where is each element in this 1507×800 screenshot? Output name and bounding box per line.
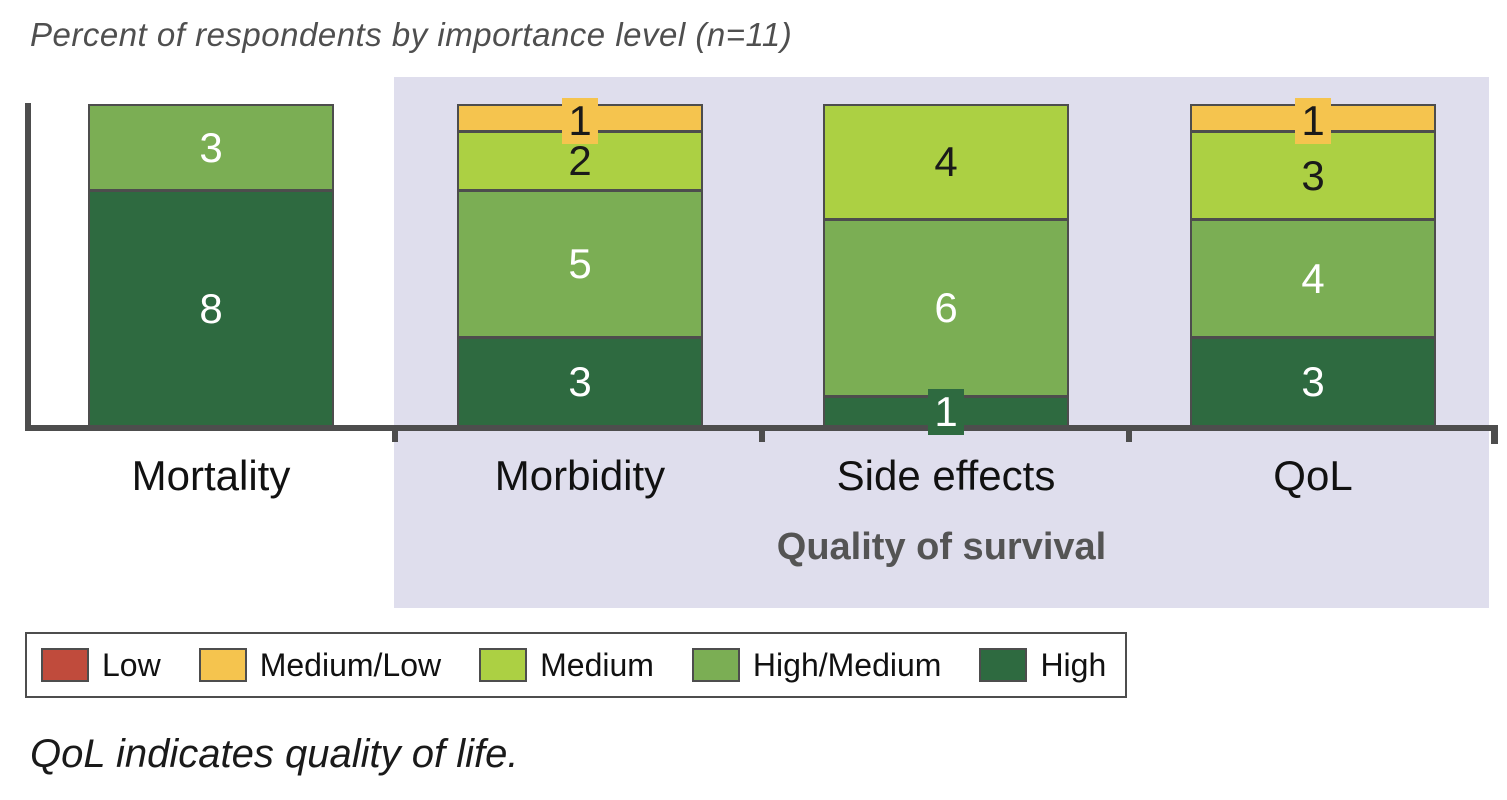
segment-value-label: 8	[199, 284, 223, 332]
segment-value-label: 1	[562, 97, 598, 144]
legend-item-high: High	[979, 647, 1106, 684]
legend-swatch-medium	[479, 648, 528, 682]
segment-value-label: 3	[1301, 357, 1325, 405]
y-axis-line	[25, 103, 31, 431]
segment-side-effects-high: 1	[823, 389, 1069, 436]
segment-morbidity-medium-low: 1	[457, 97, 703, 144]
x-axis-end-tick	[1491, 425, 1498, 444]
segment-value-label: 5	[568, 239, 592, 287]
segment-value-label: 4	[1301, 254, 1325, 302]
legend-label-low: Low	[102, 646, 161, 683]
segment-value-label: 3	[568, 357, 592, 405]
legend-label-medium-low: Medium/Low	[259, 646, 442, 683]
legend-swatch-low	[41, 648, 89, 682]
legend-label-high-medium: High/Medium	[752, 646, 942, 683]
segment-value-label: 3	[1301, 151, 1325, 199]
segment-value-label: 2	[568, 137, 592, 185]
segment-side-effects-high-medium: 6	[823, 221, 1069, 398]
segment-value-label: 3	[199, 123, 223, 171]
chart-title: Percent of respondents by importance lev…	[30, 16, 793, 53]
category-label-qol: QoL	[1273, 452, 1353, 499]
segment-qol-high-medium: 4	[1190, 221, 1436, 339]
bar-side-effects: 4 6 1	[823, 104, 1069, 436]
segment-qol-medium: 3	[1190, 133, 1436, 222]
segment-qol-high: 3	[1190, 338, 1436, 427]
x-axis-tick	[392, 429, 398, 442]
segment-value-label: 1	[928, 389, 964, 436]
legend-item-medium-low: Medium/Low	[198, 646, 442, 684]
category-label-morbidity: Morbidity	[494, 452, 666, 499]
x-axis-line	[25, 425, 1498, 431]
legend-label-medium: Medium	[540, 646, 654, 683]
bar-qol: 1 3 4 3	[1190, 97, 1436, 427]
group-label: Quality of survival	[776, 526, 1107, 568]
legend-item-medium: Medium	[479, 647, 654, 684]
segment-mortality-high-medium: 3	[88, 104, 334, 193]
legend-swatch-medium-low	[198, 648, 247, 682]
x-axis-tick	[1126, 429, 1132, 442]
segment-value-label: 4	[934, 138, 958, 186]
segment-value-label: 6	[934, 284, 958, 332]
segment-morbidity-high-medium: 5	[457, 192, 703, 339]
legend-item-high-medium: High/Medium	[691, 646, 942, 684]
segment-side-effects-medium: 4	[823, 104, 1069, 222]
legend: Low Medium/Low Medium High/Medium High	[25, 632, 1127, 698]
segment-qol-medium-low: 1	[1190, 97, 1436, 144]
legend-label-high: High	[1040, 646, 1107, 683]
legend-item-low: Low	[41, 647, 161, 684]
legend-swatch-high-medium	[691, 648, 740, 682]
category-label-side-effects: Side effects	[836, 452, 1056, 499]
segment-morbidity-high: 3	[457, 338, 703, 427]
segment-mortality-high: 8	[88, 192, 334, 427]
segment-value-label: 1	[1295, 97, 1331, 144]
category-label-mortality: Mortality	[131, 452, 291, 499]
legend-swatch-high	[979, 648, 1028, 682]
x-axis-tick	[759, 429, 765, 442]
footnote: QoL indicates quality of life.	[30, 732, 519, 776]
